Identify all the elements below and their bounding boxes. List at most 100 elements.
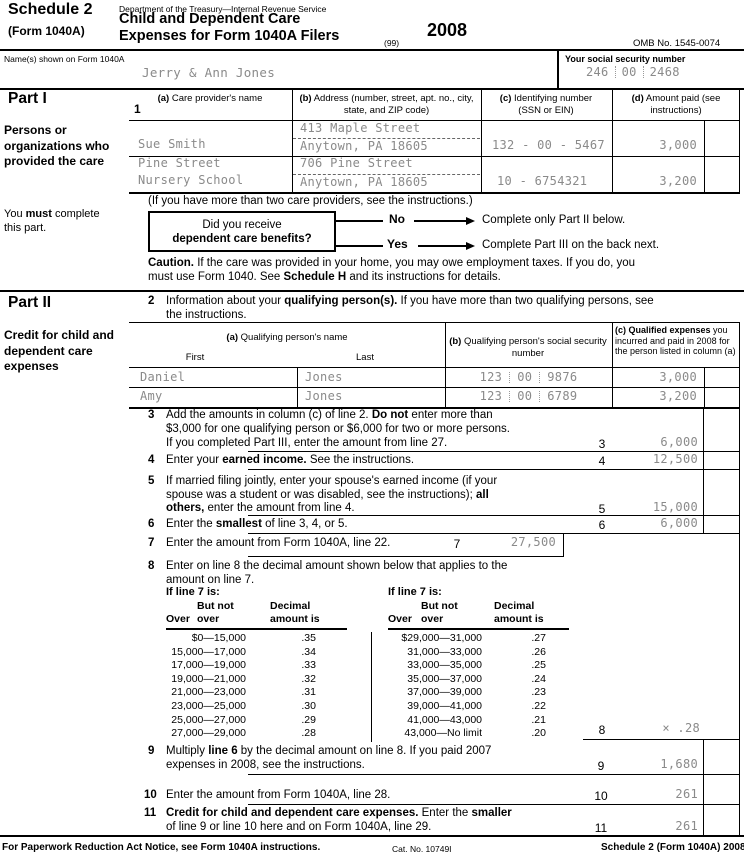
col-tag: (a) [226, 332, 239, 343]
part2-divider-rule [0, 290, 744, 292]
ssn-field[interactable]: 246 00 2468 [586, 65, 680, 80]
line7-box-number: 7 [453, 537, 461, 551]
line10-text: Enter the amount from Form 1040A, line 2… [166, 789, 391, 801]
text-segment: others, [166, 502, 205, 514]
provider-name-field-line2[interactable]: Nursery School [138, 173, 244, 187]
ssn-label: Your social security number [565, 54, 686, 64]
range-cell: 15,000—17,000 [171, 645, 246, 658]
col-text: Qualifying person's name [238, 332, 348, 343]
decimal-cell: .30 [301, 699, 316, 712]
person-ssn-field[interactable]: 123 00 6789 [445, 389, 612, 404]
person-last-name-field[interactable]: Jones [305, 389, 343, 403]
grid-line [445, 322, 446, 407]
ssn-part3: 2468 [649, 65, 680, 79]
entry-rule [248, 515, 739, 516]
provider-city-field[interactable]: Anytown, PA 18605 [300, 175, 428, 189]
person-expense-field[interactable]: 3,200 [659, 389, 697, 403]
range-cell: 43,000—No limit [404, 727, 482, 740]
line3-amount-field[interactable]: 6,000 [660, 435, 698, 449]
col-tag: (c) Qualified expenses [615, 325, 711, 335]
decimal-cell: .23 [531, 686, 546, 699]
line2-text-line2: the instructions. [166, 309, 247, 321]
decimal-cell: .25 [531, 659, 546, 672]
person-last-name-field[interactable]: Jones [305, 370, 343, 384]
col-header-amount-paid: (d) Amount paid (see instructions) [630, 93, 722, 116]
text-segment: smallest [215, 518, 262, 530]
line2-number: 2 [148, 295, 155, 307]
text-segment: by the decimal amount on line 8. If you … [237, 745, 492, 757]
provider-city-field[interactable]: Anytown, PA 18605 [300, 139, 428, 153]
line9-number: 9 [148, 745, 155, 757]
line9-amount-field[interactable]: 1,680 [660, 757, 698, 771]
yes-result-text: Complete Part III on the back next. [482, 239, 660, 251]
ssn-part1: 246 [586, 65, 609, 79]
decimal-row: 31,000—33,000 .26 [388, 646, 546, 660]
line7-number: 7 [148, 537, 155, 549]
range-cell: 39,000—41,000 [407, 699, 482, 712]
arrow-right-icon [466, 242, 475, 250]
line5-amount-field[interactable]: 15,000 [652, 500, 698, 514]
decimal-row: 23,000—25,000 .30 [166, 700, 316, 714]
decimal-cell: .29 [301, 713, 316, 726]
decimal-row: $0—15,000 .35 [166, 632, 316, 646]
text-segment: line 6 [208, 745, 238, 757]
text-segment: Schedule H [283, 271, 347, 283]
entry-rule [248, 469, 739, 470]
text-segment: Information about your [166, 295, 285, 307]
col-header-address: (b) Address (number, street, apt. no., c… [294, 93, 479, 116]
provider-amount-field[interactable]: 3,000 [659, 138, 697, 152]
provider-id-field[interactable]: 10 - 6754321 [497, 174, 588, 188]
line8-box-number: 8 [598, 723, 606, 737]
provider-amount-field[interactable]: 3,200 [659, 174, 697, 188]
decimal-row: 43,000—No limit .20 [388, 727, 546, 741]
line8-decimal-field[interactable]: × .28 [662, 721, 700, 735]
ssn-separator [539, 391, 541, 402]
line4-amount-field[interactable]: 12,500 [652, 452, 698, 466]
part1-sidebar-note: You must complete this part. [4, 207, 108, 235]
text-segment: smaller [471, 807, 512, 819]
right-margin-line [739, 407, 740, 835]
schedule-label: Schedule 2 [8, 1, 93, 18]
text-segment: Enter the [418, 807, 472, 819]
col-subheader-first: First [185, 352, 205, 363]
decimal-table-right: $29,000—31,000 .27 31,000—33,000 .26 33,00… [388, 632, 546, 741]
ssn-part2: 00 [517, 389, 533, 403]
decimal-cell: .32 [301, 672, 316, 685]
line3-box-number: 3 [598, 437, 606, 451]
provider-name-field[interactable]: Pine Street [138, 156, 221, 170]
line7-amount-field[interactable]: 27,500 [510, 535, 556, 549]
line6-amount-field[interactable]: 6,000 [660, 516, 698, 530]
person-first-name-field[interactable]: Amy [140, 389, 163, 403]
decimal-row: 17,000—19,000 .33 [166, 659, 316, 673]
person-first-name-field[interactable]: Daniel [140, 370, 186, 384]
part2-sidebar-title: Credit for child and dependent care expe… [4, 328, 115, 373]
agency-label: Department of the Treasury—Internal Reve… [119, 4, 327, 14]
no-label: No [389, 212, 405, 226]
ssn-separator [614, 66, 616, 78]
text-segment: Do not [371, 409, 409, 421]
person-expense-field[interactable]: 3,000 [659, 370, 697, 384]
arrow-right-icon [466, 217, 475, 225]
provider-street-field[interactable]: 706 Pine Street [300, 156, 413, 170]
decimal-cell: .33 [301, 659, 316, 672]
text-segment: If the care was provided in your home, y… [194, 257, 636, 269]
grid-line [739, 322, 740, 407]
range-cell: 35,000—37,000 [407, 672, 482, 685]
range-cell: 33,000—35,000 [407, 659, 482, 672]
address-dashed-rule [293, 138, 480, 139]
provider-street-field[interactable]: 413 Maple Street [300, 121, 421, 135]
ssn-part1: 123 [479, 370, 503, 384]
header-rule [0, 49, 744, 51]
text-segment: must [25, 208, 52, 220]
entry-rule [248, 556, 564, 557]
decimal-row: 25,000—27,000 .29 [166, 714, 316, 728]
person-ssn-field[interactable]: 123 00 9876 [445, 370, 612, 385]
provider-id-field[interactable]: 132 - 00 - 5467 [492, 138, 605, 152]
line11-amount-field[interactable]: 261 [675, 819, 698, 833]
line10-box-number: 10 [594, 789, 608, 803]
line10-amount-field[interactable]: 261 [675, 787, 698, 801]
text-segment: Credit for child and dependent care expe… [166, 807, 419, 819]
name-field[interactable]: Jerry & Ann Jones [142, 65, 276, 80]
provider-name-field[interactable]: Sue Smith [138, 137, 206, 151]
line11-text-line2: of line 9 or line 10 here and on Form 10… [166, 821, 432, 833]
